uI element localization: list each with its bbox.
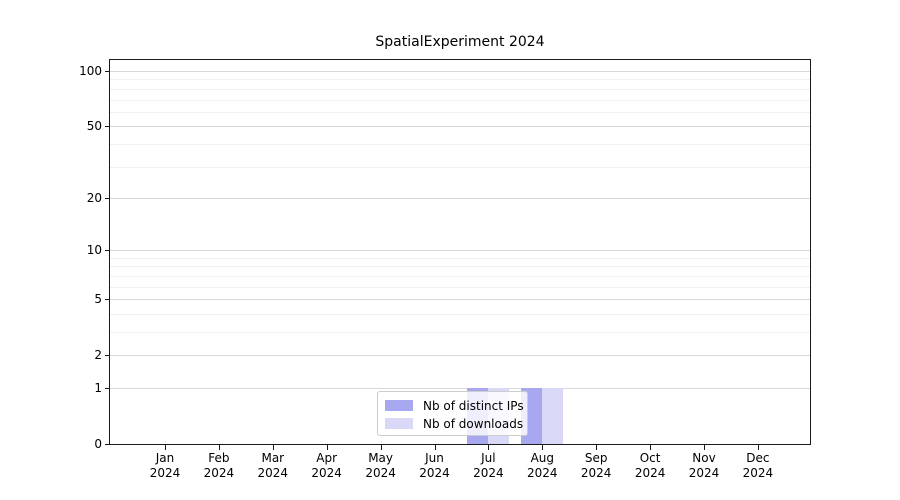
gridline-minor	[110, 166, 810, 168]
gridline-major	[110, 355, 810, 357]
y-tick-mark	[105, 444, 110, 445]
x-tick-mark	[218, 445, 220, 450]
gridline-minor	[110, 313, 810, 315]
gridline-minor	[110, 99, 810, 101]
x-tick-mark	[757, 445, 759, 450]
gridline-major	[110, 71, 810, 72]
y-tick-mark	[105, 71, 110, 72]
y-tick-mark	[105, 388, 110, 389]
y-tick-label: 20	[86, 190, 102, 205]
gridline-minor	[110, 286, 810, 288]
y-tick-mark	[105, 126, 110, 128]
chart-title: SpatialExperiment 2024	[375, 34, 545, 50]
x-tick-mark	[596, 445, 598, 450]
legend-swatch-distinct-ips	[385, 400, 413, 411]
x-tick-mark	[488, 445, 490, 450]
gridline-minor	[110, 275, 810, 277]
legend-swatch-downloads	[385, 418, 413, 429]
x-tick-mark	[165, 445, 166, 450]
y-tick-mark	[105, 197, 110, 199]
x-tick-mark	[542, 445, 544, 450]
plot-area	[109, 59, 811, 445]
y-tick-mark	[105, 355, 110, 357]
legend: Nb of distinct IPs Nb of downloads	[377, 391, 528, 436]
y-tick-label: 0	[94, 437, 102, 451]
y-tick-label: 100	[79, 64, 102, 78]
x-tick-mark	[380, 445, 382, 450]
gridline-major	[110, 299, 810, 301]
y-tick-label: 10	[86, 243, 102, 258]
x-tick-label: Nov 2024	[688, 451, 720, 480]
legend-item-downloads: Nb of downloads	[385, 416, 523, 431]
gridline-major	[110, 250, 810, 252]
x-tick-mark	[704, 445, 705, 450]
x-tick-label: Jan 2024	[149, 451, 181, 480]
x-tick-label: Dec 2024	[742, 451, 774, 480]
x-tick-label: May 2024	[365, 451, 396, 480]
gridline-major	[110, 388, 810, 389]
gridline-minor	[110, 257, 810, 259]
gridline-minor	[110, 111, 810, 113]
x-tick-label: Sep 2024	[580, 451, 612, 480]
y-tick-label: 50	[86, 119, 102, 134]
y-tick-label: 2	[94, 348, 102, 363]
x-tick-label: Oct 2024	[634, 451, 666, 480]
gridline-minor	[110, 88, 810, 90]
gridline-minor	[110, 266, 810, 268]
gridline-major	[110, 197, 810, 199]
legend-item-distinct-ips: Nb of distinct IPs	[385, 398, 524, 413]
x-tick-mark	[272, 445, 274, 450]
y-tick-label: 5	[94, 292, 102, 307]
x-tick-mark	[326, 445, 328, 450]
bar-aug-downloads	[542, 388, 564, 444]
x-tick-label: Mar 2024	[257, 451, 289, 480]
x-tick-label: Apr 2024	[311, 451, 342, 480]
x-tick-label: Aug 2024	[527, 451, 558, 480]
gridline-minor	[110, 332, 810, 333]
legend-label-downloads: Nb of downloads	[423, 416, 524, 431]
gridline-minor	[110, 143, 810, 145]
legend-label-distinct-ips: Nb of distinct IPs	[423, 398, 524, 413]
y-tick-label: 1	[94, 381, 102, 395]
x-tick-label: Feb 2024	[203, 451, 235, 480]
gridline-major	[110, 126, 810, 128]
y-tick-mark	[105, 250, 110, 252]
y-tick-mark	[105, 299, 110, 301]
x-tick-mark	[434, 445, 436, 450]
x-tick-label: Jun 2024	[419, 451, 450, 480]
gridline-minor	[110, 79, 810, 81]
x-tick-mark	[650, 445, 652, 450]
x-tick-label: Jul 2024	[473, 451, 504, 480]
